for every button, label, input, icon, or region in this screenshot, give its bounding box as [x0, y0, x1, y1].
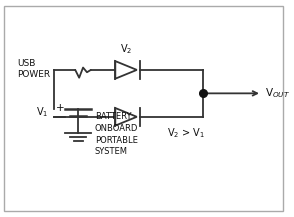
Text: V$_2$: V$_2$ [120, 42, 132, 56]
Text: V$_2$ > V$_1$: V$_2$ > V$_1$ [167, 127, 205, 140]
Text: V$_{OUT}$: V$_{OUT}$ [265, 86, 290, 100]
Polygon shape [115, 108, 137, 126]
Text: BATTERY
ONBOARD
PORTABLE
SYSTEM: BATTERY ONBOARD PORTABLE SYSTEM [95, 112, 138, 156]
Polygon shape [115, 61, 137, 79]
Text: USB
POWER: USB POWER [18, 59, 51, 79]
Text: +: + [56, 103, 65, 113]
Text: V$_1$: V$_1$ [36, 105, 49, 119]
